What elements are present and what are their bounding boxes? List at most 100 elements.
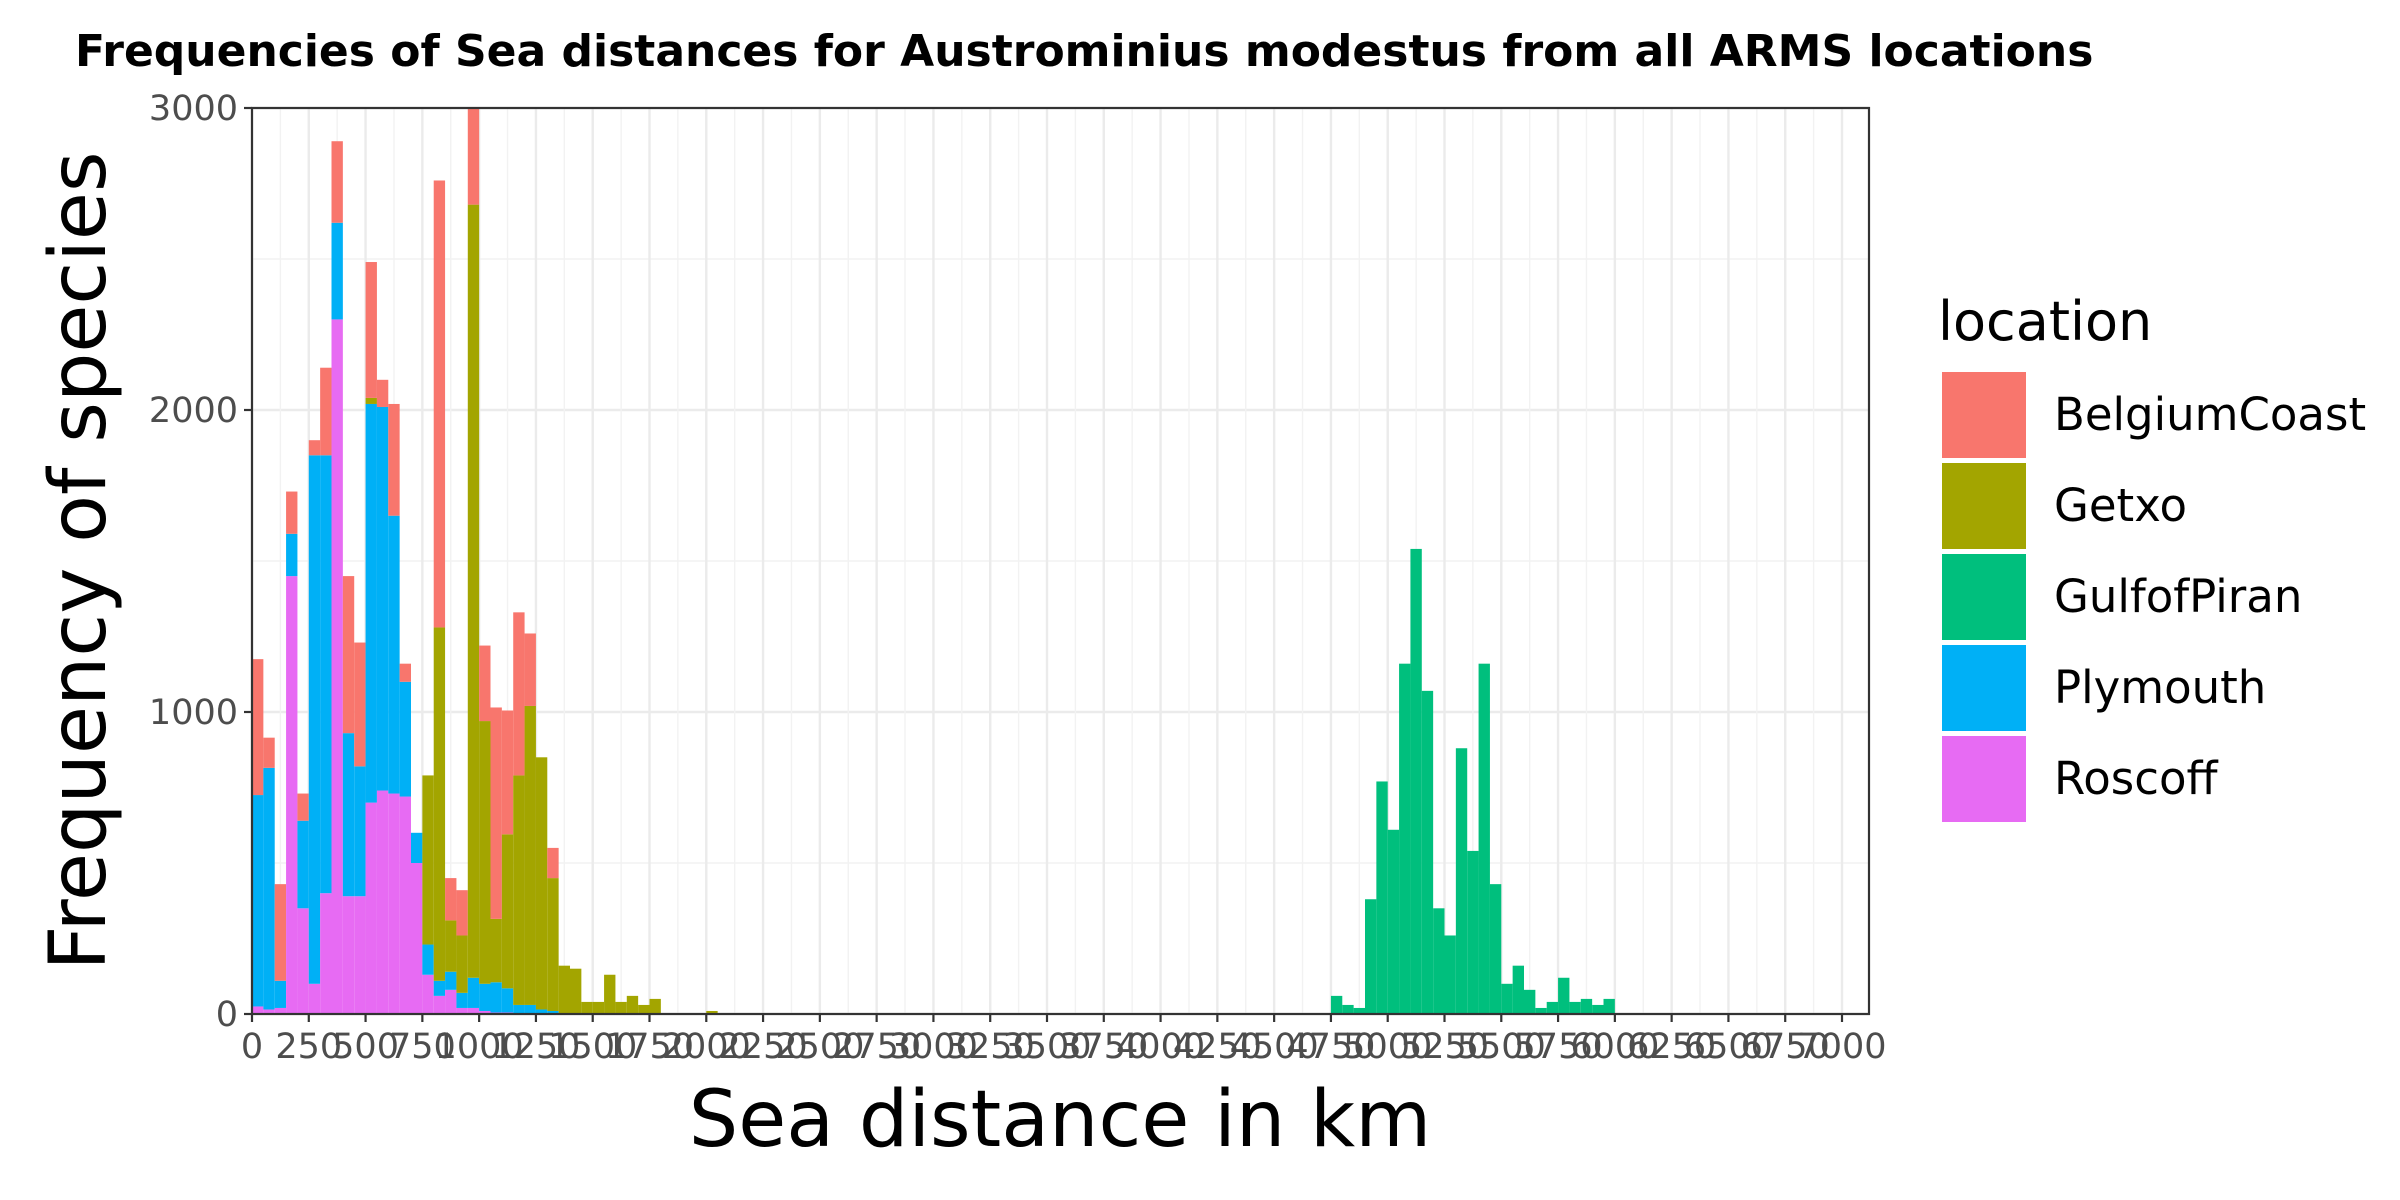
bar-segment-roscoff (297, 908, 309, 1014)
bar-segment-getxo (626, 995, 639, 1014)
bar-segment-gulfofpiran (1501, 983, 1513, 1014)
bar-segment-plymouth (445, 971, 457, 990)
bar-segment-belgiumcoast (467, 108, 480, 205)
x-tick-label: 5250 (1400, 1027, 1489, 1067)
x-tick-label: 4250 (1173, 1027, 1262, 1067)
bar-segment-roscoff (445, 989, 457, 1014)
bar-segment-belgiumcoast (252, 659, 264, 796)
bar-segment-gulfofpiran (1592, 1004, 1604, 1014)
bar-segment-gulfofpiran (1433, 908, 1445, 1014)
bar-segment-plymouth (274, 980, 287, 1008)
y-axis-ticks: 0 1000 2000 3000 (149, 89, 252, 1035)
bar-segment-belgiumcoast (479, 645, 491, 722)
bar-segment-plymouth (501, 988, 514, 1013)
bar-segment-belgiumcoast (513, 612, 525, 776)
bar-segment-roscoff (342, 896, 355, 1014)
bar-segment-belgiumcoast (320, 367, 332, 456)
x-tick-label: 5000 (1343, 1027, 1432, 1067)
x-tick-label: 3500 (1002, 1027, 1091, 1067)
bar-segment-getxo (592, 1001, 605, 1014)
bar-segment-getxo (604, 974, 616, 1014)
x-tick-label: 5500 (1457, 1027, 1546, 1067)
bar-segment-gulfofpiran (1524, 989, 1536, 1014)
bar-segment-gulfofpiran (1467, 850, 1479, 1014)
x-tick-label: 500 (332, 1027, 399, 1067)
bar-segment-getxo (638, 1004, 650, 1014)
bar-segment-plymouth (342, 733, 355, 897)
bar-segment-belgiumcoast (354, 642, 366, 767)
bar-segment-plymouth (399, 681, 411, 797)
bar-segment-getxo (445, 920, 457, 972)
bar-segment-plymouth (479, 983, 491, 1011)
bar-segment-belgiumcoast (308, 440, 321, 456)
legend-swatch-belgiumcoast (1942, 372, 2026, 458)
x-tick-label: 6000 (1570, 1027, 1659, 1067)
bar-segment-gulfofpiran (1353, 1007, 1365, 1014)
bar-segment-getxo (570, 968, 582, 1014)
bar-segment-roscoff (365, 802, 377, 1014)
bar-segment-roscoff (433, 995, 446, 1014)
x-tick-label: 2500 (775, 1027, 864, 1067)
bar-segment-belgiumcoast (433, 180, 446, 628)
bar-segment-belgiumcoast (445, 878, 457, 921)
x-tick-label: 7000 (1797, 1027, 1886, 1067)
bar-segment-belgiumcoast (365, 262, 377, 398)
bar-segment-belgiumcoast (490, 707, 502, 919)
x-tick-label: 6250 (1627, 1027, 1716, 1067)
bar-segment-gulfofpiran (1410, 548, 1422, 1014)
bar-segment-gulfofpiran (1569, 1001, 1581, 1014)
bar-segment-gulfofpiran (1535, 1007, 1547, 1014)
bar-segment-belgiumcoast (286, 491, 298, 534)
bar-segment-belgiumcoast (399, 663, 411, 682)
bar-segment-getxo (524, 705, 536, 1005)
bar-segment-roscoff (422, 974, 434, 1014)
legend-label-plymouth: Plymouth (2054, 661, 2266, 714)
bar-segment-plymouth (252, 795, 264, 1007)
bar-segment-getxo (490, 918, 502, 983)
bar-segment-roscoff (479, 1010, 491, 1014)
chart-title: Frequencies of Sea distances for Austrom… (75, 26, 2093, 77)
bar-segment-roscoff (252, 1006, 264, 1014)
x-tick-label: 3000 (889, 1027, 978, 1067)
bar-segment-roscoff (456, 1007, 468, 1014)
bar-segment-gulfofpiran (1512, 965, 1524, 1014)
x-axis-label: Sea distance in km (689, 1075, 1431, 1165)
x-tick-label: 750 (389, 1027, 456, 1067)
bar-segment-belgiumcoast (331, 141, 343, 223)
bar-segment-gulfofpiran (1399, 663, 1411, 1014)
bar-segment-getxo (706, 1010, 718, 1014)
bar-segment-gulfofpiran (1365, 899, 1377, 1014)
bar-segment-plymouth (535, 1009, 548, 1014)
x-tick-label: 1500 (548, 1027, 637, 1067)
bar-segment-plymouth (524, 1004, 536, 1014)
bar-segment-roscoff (411, 863, 423, 1014)
bar-segment-roscoff (354, 896, 366, 1014)
bar-segment-plymouth (433, 980, 446, 996)
x-tick-label: 6750 (1741, 1027, 1830, 1067)
bar-segment-belgiumcoast (342, 576, 355, 734)
legend: location BelgiumCoast Getxo GulfofPiran Ply… (1938, 290, 2366, 822)
bar-segment-plymouth (308, 455, 321, 984)
bar-segment-gulfofpiran (1489, 884, 1502, 1014)
x-tick-label: 1250 (491, 1027, 580, 1067)
legend-swatch-plymouth (1942, 645, 2026, 731)
legend-label-roscoff: Roscoff (2054, 752, 2218, 805)
y-tick-label: 3000 (149, 89, 238, 129)
bar-segment-plymouth (331, 222, 343, 320)
bar-segment-gulfofpiran (1478, 663, 1490, 1014)
legend-label-gulfofpiran: GulfofPiran (2054, 570, 2302, 623)
bar-segment-plymouth (388, 515, 400, 794)
bar-segment-plymouth (263, 767, 275, 1010)
bar-segment-roscoff (467, 1007, 480, 1014)
bar-segment-roscoff (376, 790, 389, 1014)
bar-segment-getxo (501, 834, 514, 989)
bar-segment-roscoff (399, 796, 411, 1014)
bar-segment-gulfofpiran (1558, 977, 1570, 1014)
bar-segment-getxo (479, 721, 491, 984)
bar-segment-plymouth (547, 1010, 559, 1014)
bar-segment-getxo (456, 935, 468, 993)
bar-segment-roscoff (388, 793, 400, 1014)
bar-segment-roscoff (331, 319, 343, 1014)
